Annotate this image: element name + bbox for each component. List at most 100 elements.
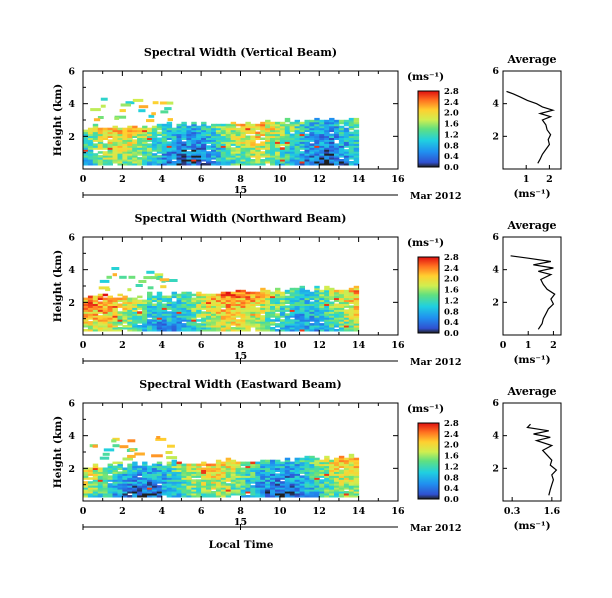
heatmap-cell <box>171 483 177 486</box>
heatmap-cell <box>122 483 128 486</box>
heatmap-cell <box>255 137 261 140</box>
heatmap-cell <box>338 323 345 326</box>
heatmap-cell <box>211 313 217 316</box>
heatmap-cell <box>122 307 128 310</box>
heatmap-cell <box>117 321 123 324</box>
heatmap-cell <box>122 157 128 160</box>
heatmap-cell <box>151 141 158 144</box>
heatmap-cell <box>151 487 158 490</box>
heatmap-cell <box>270 313 276 316</box>
heatmap-cell <box>338 163 345 166</box>
heatmap-cell <box>92 327 99 330</box>
heatmap-cell <box>265 465 271 469</box>
heatmap-cell <box>314 319 320 322</box>
heatmap-cell <box>161 127 168 131</box>
heatmap-cell <box>230 163 237 166</box>
heatmap-cell <box>97 493 104 496</box>
heatmap-cell <box>166 297 173 301</box>
heatmap-cell <box>343 133 350 137</box>
heatmap-cell <box>329 289 335 293</box>
heatmap-cell <box>343 161 350 164</box>
heatmap-cell <box>147 143 153 146</box>
heatmap-cell <box>87 297 94 301</box>
heatmap-cell <box>294 495 300 498</box>
heatmap-cell <box>275 149 281 152</box>
heatmap-cell <box>137 325 143 328</box>
heatmap-cell <box>87 487 94 490</box>
heatmap-cell <box>176 149 182 152</box>
heatmap-cell <box>93 118 101 122</box>
heatmap-cell <box>201 487 207 490</box>
heatmap-cell <box>83 475 89 478</box>
heatmap-cell <box>220 309 227 312</box>
heatmap-cell <box>129 448 136 452</box>
heatmap-cell <box>353 491 360 494</box>
heatmap-cell <box>289 313 296 316</box>
heatmap-cell <box>201 127 207 131</box>
heatmap-cell <box>215 315 222 318</box>
heatmap-cell <box>171 291 177 295</box>
heatmap-cell <box>220 137 227 140</box>
heatmap-cell <box>181 469 187 472</box>
heatmap-cell <box>122 313 128 316</box>
heatmap-cell <box>255 127 261 131</box>
heatmap-cell <box>171 317 177 320</box>
heatmap-cell <box>151 321 158 324</box>
heatmap-cell <box>171 133 177 137</box>
heatmap-cell <box>225 147 232 150</box>
heatmap-cell <box>230 297 237 301</box>
heatmap-cell <box>102 452 110 456</box>
heatmap-cell <box>348 477 355 480</box>
heatmap-cell <box>279 471 286 474</box>
heatmap-cell <box>329 129 335 133</box>
heatmap-cell <box>250 325 256 328</box>
heatmap-cell <box>83 315 89 318</box>
heatmap-cell <box>343 479 350 482</box>
heatmap-cell <box>260 489 266 492</box>
heatmap-cell <box>171 303 177 306</box>
heatmap-cell <box>176 463 182 467</box>
heatmap-cell <box>87 471 94 474</box>
heatmap-cell <box>324 135 330 138</box>
heatmap-cell <box>127 315 133 318</box>
heatmap-cell <box>166 123 173 127</box>
heatmap-cell <box>240 327 246 330</box>
heatmap-cell <box>348 329 355 332</box>
heatmap-cell <box>343 311 350 314</box>
heatmap-cell <box>343 297 350 301</box>
heatmap-cell <box>225 151 232 154</box>
heatmap-cell <box>343 143 350 146</box>
x-tick-label: 6 <box>198 174 205 185</box>
heatmap-cell <box>329 329 335 332</box>
heatmap-cell <box>260 461 266 465</box>
heatmap-cell <box>186 303 192 306</box>
heatmap-cell <box>245 293 251 297</box>
heatmap-cell <box>201 319 207 322</box>
heatmap-cell <box>142 137 148 140</box>
heatmap-cell <box>186 311 192 314</box>
heatmap-cell <box>319 301 325 304</box>
heatmap-cell <box>111 267 120 270</box>
heatmap-cell <box>181 151 187 154</box>
heatmap-cell <box>329 473 335 476</box>
average-y-tick-label: 6 <box>492 398 499 409</box>
heatmap-cell <box>279 125 286 129</box>
heatmap-cell <box>235 487 241 490</box>
heatmap-cell <box>329 125 335 129</box>
heatmap-cell <box>127 309 133 312</box>
heatmap-cell <box>156 147 163 150</box>
heatmap-cell <box>142 143 148 146</box>
heatmap-cell <box>161 485 168 488</box>
heatmap-cell <box>348 119 355 123</box>
heatmap-cell <box>240 127 246 131</box>
heatmap-cell <box>319 475 325 478</box>
heatmap-cell <box>211 315 217 318</box>
heatmap-cell <box>181 313 187 316</box>
heatmap-cell <box>97 161 104 164</box>
heatmap-cell <box>343 293 350 297</box>
heatmap-cell <box>137 145 143 148</box>
heatmap-cell <box>156 151 163 154</box>
heatmap-cell <box>97 315 104 318</box>
heatmap-cell <box>353 157 360 160</box>
heatmap-cell <box>181 463 187 467</box>
